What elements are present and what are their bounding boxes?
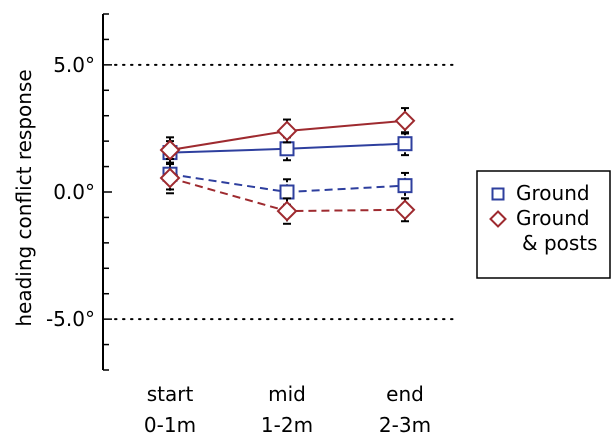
x-tick-labels: start 0-1m mid 1-2m end 2-3m [144, 382, 431, 437]
legend-label-line2: & posts [522, 231, 598, 255]
x-tick-label: mid [268, 382, 306, 406]
data-point [394, 110, 416, 132]
y-axis: 5.0° 0.0° -5.0° [46, 13, 112, 371]
x-tick-sublabel: 1-2m [261, 413, 313, 437]
data-point [397, 178, 413, 194]
data-point [279, 184, 295, 200]
reference-lines [114, 63, 459, 321]
legend-label: Ground [516, 206, 590, 230]
legend-marker-square [491, 187, 505, 201]
data-point [276, 200, 298, 222]
y-tick-label: 5.0° [53, 53, 95, 77]
series [159, 107, 416, 225]
series-diamond-solid [159, 107, 416, 164]
data-point [276, 120, 298, 142]
y-axis-title: heading conflict response [12, 69, 36, 326]
x-tick-label: end [386, 382, 424, 406]
y-tick-label: -5.0° [46, 307, 95, 331]
x-tick-label: start [147, 382, 194, 406]
data-point [394, 199, 416, 221]
x-tick-sublabel: 2-3m [379, 413, 431, 437]
data-point [397, 136, 413, 152]
series-diamond-dashed [159, 161, 416, 225]
x-tick-sublabel: 0-1m [144, 413, 196, 437]
y-tick-label: 0.0° [53, 180, 95, 204]
data-point [159, 167, 181, 189]
data-point [159, 139, 181, 161]
legend-label: Ground [516, 181, 590, 205]
legend-marker-diamond [489, 210, 507, 228]
data-point [279, 141, 295, 157]
